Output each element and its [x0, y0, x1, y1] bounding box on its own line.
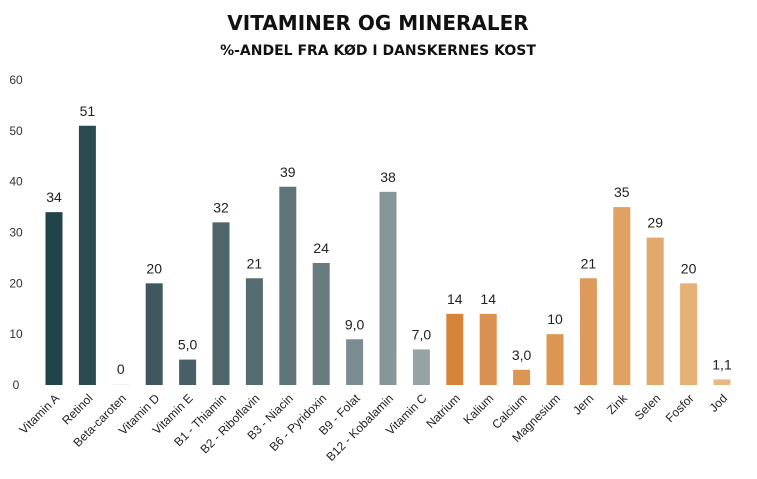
x-tick-label: Vitamin A [17, 391, 63, 437]
data-label: 14 [480, 291, 496, 307]
chart-title: VITAMINER OG MINERALER [227, 11, 528, 35]
bar [312, 263, 330, 385]
data-label: 24 [313, 240, 329, 256]
x-tick-label: Fosfor [663, 391, 697, 425]
x-tick-label: Jod [707, 391, 731, 415]
data-label: 34 [46, 189, 62, 205]
data-label: 10 [547, 311, 563, 327]
chart-subtitle: %-ANDEL FRA KØD I DANSKERNES KOST [220, 43, 536, 59]
x-tick-label: Natrium [423, 391, 463, 431]
data-label: 7,0 [412, 326, 432, 342]
bar [546, 334, 564, 385]
y-tick-label: 60 [9, 73, 23, 87]
bar [713, 379, 731, 385]
data-label: 35 [614, 184, 630, 200]
y-tick-label: 20 [9, 276, 23, 290]
bar [245, 278, 263, 385]
bar [45, 212, 63, 385]
data-label: 38 [380, 169, 396, 185]
data-label: 0 [117, 361, 125, 377]
bar [646, 237, 664, 385]
bar [78, 125, 96, 385]
data-label: 3,0 [512, 347, 532, 363]
bar [379, 191, 397, 385]
data-label: 20 [146, 260, 162, 276]
data-label: 14 [447, 291, 463, 307]
data-label: 39 [280, 164, 296, 180]
data-label: 9,0 [345, 316, 365, 332]
bar [179, 359, 197, 385]
data-label: 32 [213, 199, 229, 215]
data-label: 5,0 [178, 337, 198, 353]
bar [212, 222, 230, 385]
y-axis: 0 10 20 30 40 50 60 [9, 73, 23, 392]
y-tick-label: 50 [9, 124, 23, 138]
data-label: 51 [80, 103, 96, 119]
bar [479, 313, 497, 385]
x-tick-label: Jern [570, 391, 596, 417]
data-label: 1,1 [712, 356, 732, 372]
bar [579, 278, 597, 385]
x-tick-label: Selen [632, 391, 664, 423]
bar [145, 283, 163, 385]
bar [513, 369, 531, 385]
bar [412, 349, 430, 385]
data-labels: 34 51 0 20 5,0 32 21 39 24 9,0 38 7,0 14 14 3,0 10 21 35 2… [46, 103, 732, 377]
y-tick-label: 40 [9, 175, 23, 189]
bar [346, 339, 364, 385]
bars [45, 125, 731, 385]
data-label: 21 [581, 255, 597, 271]
bar [112, 384, 130, 385]
bar [446, 313, 464, 385]
data-label: 21 [247, 255, 263, 271]
data-label: 20 [681, 260, 697, 276]
y-tick-label: 0 [13, 378, 20, 392]
y-tick-label: 30 [9, 226, 23, 240]
bar [613, 207, 631, 385]
bar [680, 283, 698, 385]
y-tick-label: 10 [9, 327, 23, 341]
bar [279, 186, 297, 385]
data-label: 29 [647, 215, 663, 231]
x-tick-label: Zink [604, 391, 631, 418]
